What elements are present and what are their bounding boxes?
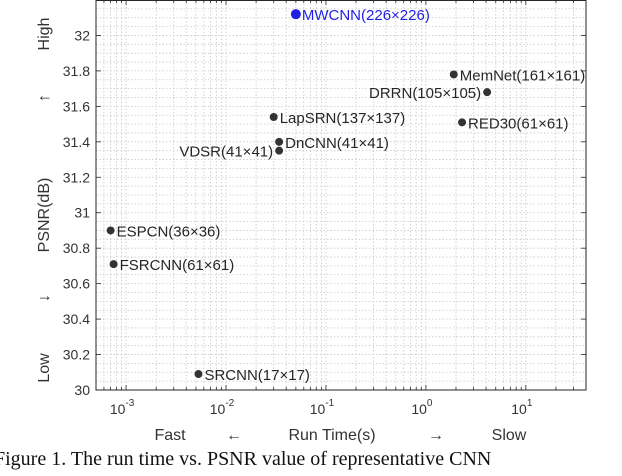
xlabel-center: Run Time(s) xyxy=(288,427,375,444)
y-tick-label: 31.4 xyxy=(63,134,90,150)
point-label: ESPCN(36×36) xyxy=(117,223,221,240)
ylabel-top: High xyxy=(36,18,53,51)
scatter-chart: 30 30.2 30.4 30.6 30.8 31 31.2 31.4 31.6 31.8 32 10… xyxy=(36,0,587,444)
data-point xyxy=(109,260,118,269)
axis-ticks: 30 30.2 30.4 30.6 30.8 31 31.2 31.4 31.6 31.8 32 10… xyxy=(63,0,587,417)
plot-area-frame xyxy=(95,0,587,391)
data-point xyxy=(275,146,284,155)
data-point xyxy=(290,9,301,20)
x-tick-label: 100 xyxy=(411,398,433,417)
x-tick-label: 10-3 xyxy=(110,398,135,417)
data-point xyxy=(194,370,203,379)
y-axis-label: Low ↓ PSNR(dB) ↑ High xyxy=(36,18,53,383)
y-tick-label: 30.4 xyxy=(63,311,90,327)
y-tick-label: 31.2 xyxy=(63,169,90,185)
data-point xyxy=(275,137,284,146)
y-tick-label: 31 xyxy=(74,205,90,221)
ylabel-center: PSNR(dB) xyxy=(36,178,53,253)
y-tick-label: 30.8 xyxy=(63,240,90,256)
point-label: RED30(61×61) xyxy=(468,115,568,132)
y-tick-label: 30.6 xyxy=(63,276,90,292)
y-tick-label: 31.6 xyxy=(63,98,90,114)
figure-caption: Figure 1. The run time vs. PSNR value of… xyxy=(0,448,492,470)
point-label: LapSRN(137×137) xyxy=(280,110,406,127)
xlabel-left: Fast xyxy=(154,427,186,444)
point-label: VDSR(41×41) xyxy=(179,144,273,161)
data-point xyxy=(458,118,467,127)
y-tick-label: 32 xyxy=(74,27,90,43)
xlabel-right: Slow xyxy=(492,427,527,444)
xlabel-right-arrow: → xyxy=(428,427,444,444)
data-point xyxy=(269,113,278,121)
y-tick-label: 30 xyxy=(74,382,90,398)
ylabel-up-arrow: ↑ xyxy=(36,94,53,102)
data-point xyxy=(483,88,492,97)
point-label: MemNet(161×161) xyxy=(460,67,585,84)
y-tick-label: 31.8 xyxy=(63,63,90,79)
point-label: DRRN(105×105) xyxy=(369,85,481,102)
data-point xyxy=(449,70,458,79)
point-label: SRCNN(17×17) xyxy=(204,367,309,384)
x-axis-label: Fast ← Run Time(s) → Slow xyxy=(154,427,526,444)
ylabel-bottom: Low xyxy=(36,353,53,383)
xlabel-left-arrow: ← xyxy=(226,427,242,444)
data-point xyxy=(106,226,115,235)
x-tick-label: 10-1 xyxy=(310,398,335,417)
point-label: MWCNN(226×226) xyxy=(302,7,430,24)
ylabel-down-arrow: ↓ xyxy=(36,294,53,302)
data-points: MWCNN(226×226) MemNet(161×161)DRRN(105×10… xyxy=(106,7,585,384)
point-label: FSRCNN(61×61) xyxy=(120,257,235,274)
point-label: DnCNN(41×41) xyxy=(285,135,389,152)
grid-lines xyxy=(95,0,587,391)
y-tick-label: 30.2 xyxy=(63,347,90,363)
x-tick-label: 101 xyxy=(511,398,533,417)
x-tick-label: 10-2 xyxy=(210,398,235,417)
